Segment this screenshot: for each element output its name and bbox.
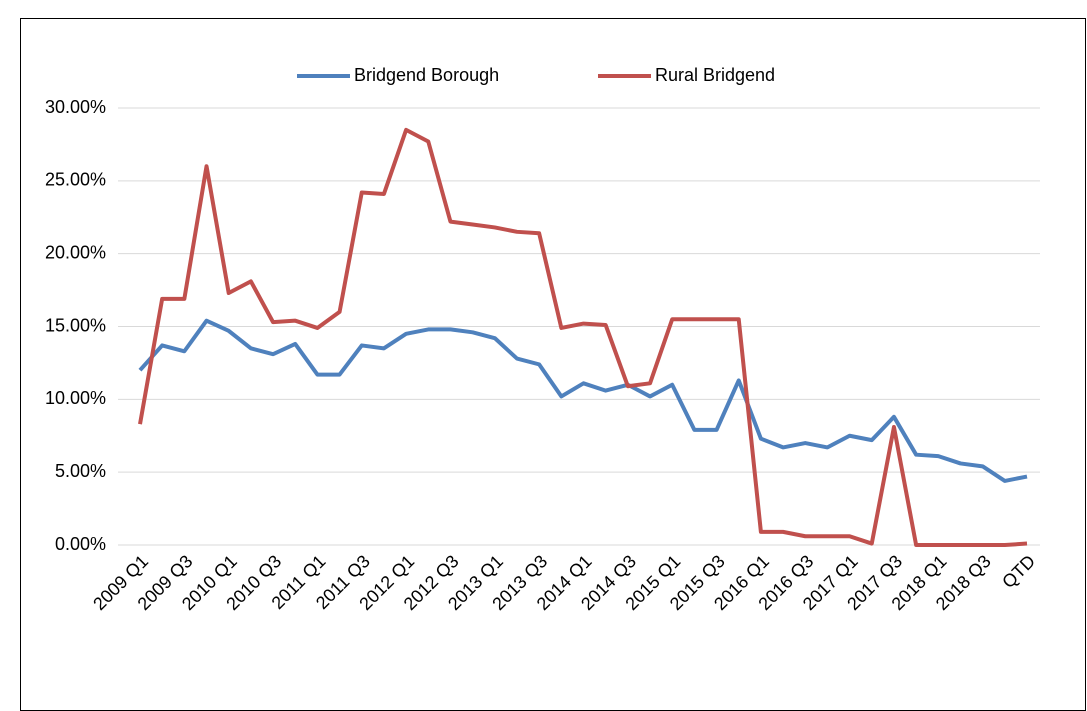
legend-label: Rural Bridgend bbox=[655, 65, 775, 85]
legend-label: Bridgend Borough bbox=[354, 65, 499, 85]
chart-frame bbox=[20, 18, 1086, 711]
series-line bbox=[138, 318, 1028, 483]
y-tick-label: 5.00% bbox=[55, 461, 106, 481]
y-tick-label: 20.00% bbox=[45, 242, 106, 262]
y-tick-label: 30.00% bbox=[45, 97, 106, 117]
y-tick-label: 15.00% bbox=[45, 315, 106, 335]
series-line bbox=[138, 127, 1028, 547]
y-tick-label: 0.00% bbox=[55, 534, 106, 554]
y-tick-label: 25.00% bbox=[45, 170, 106, 190]
y-tick-label: 10.00% bbox=[45, 388, 106, 408]
